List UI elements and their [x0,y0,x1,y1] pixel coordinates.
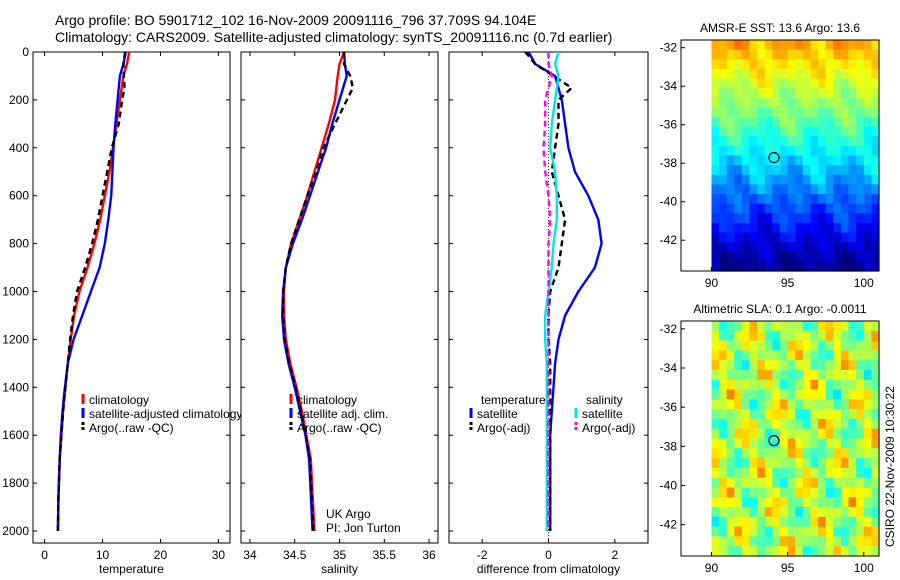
plot-frame [240,51,439,544]
y-tick-label: -40 [660,479,678,493]
legend-label: climatology [89,393,149,407]
x-tick-label: 100 [854,561,874,575]
x-axis-label: salinity [321,562,358,576]
legend-label: satellite [477,407,518,421]
y-tick-label: -38 [660,156,678,170]
legend-label: Argo(..raw -QC) [89,421,174,435]
profile-panel-2: 34 34.5 35 35.5 36 salinity climatologysatelli… [240,51,439,576]
x-tick-label: 100 [854,276,874,290]
y-tick-label: 1200 [2,332,29,346]
y-tick-label: -34 [660,361,678,375]
map-title: AMSR-E SST: 13.6 Argo: 13.6 [700,21,860,35]
map-frame [680,39,880,272]
x-tick-label: 95 [781,276,795,290]
x-tick-label: 0 [545,548,552,562]
y-tick-label: 200 [9,93,29,107]
legend-label: Argo(..raw -QC) [297,421,382,435]
x-tick-label: 95 [781,561,795,575]
argo-position-marker [768,435,780,447]
legend-label: satellite adj. clim. [297,407,388,421]
y-tick-label: -42 [660,518,678,532]
x-axis-label: temperature [99,562,164,576]
creation-stamp: CSIRO 22-Nov-2009 10:30:22 [883,386,897,547]
y-tick-label: -32 [660,322,678,336]
x-tick-label: 30 [212,548,226,562]
x-tick-label: -2 [477,548,488,562]
y-tick-label: -36 [660,400,678,414]
legend-label: satellite-adjusted climatology [89,407,242,421]
y-tick-label: 1800 [2,476,29,490]
map-panel-2: -32 -34 -36 -38 -40 -42 90 95 100 Altimetric SLA:… [660,302,880,575]
series-line-2 [524,51,573,531]
map-title: Altimetric SLA: 0.1 Argo: -0.0011 [693,302,867,316]
series-line-3 [56,51,127,532]
y-tick-label: 2000 [2,524,29,538]
y-tick-label: 1400 [2,380,29,394]
x-tick-label: 10 [96,548,110,562]
x-axis-label: difference from climatology [477,562,620,576]
x-tick-label: 20 [154,548,168,562]
legend-label: Argo(-adj) [582,421,635,435]
x-tick-label: 90 [705,276,719,290]
y-tick-label: 0 [22,45,29,59]
map-panel-1: -32 -34 -36 -38 -40 -42 90 95 100 AMSR-E SST: 13.… [660,21,880,290]
x-tick-label: 2 [611,548,618,562]
chart-title-line-2: Climatology: CARS2009. Satellite-adjuste… [55,29,613,45]
y-tick-label: -32 [660,41,678,55]
y-tick-label: -34 [660,79,678,93]
y-tick-label: -38 [660,439,678,453]
legend-heading: temperature [481,393,546,407]
legend-label: satellite [582,407,623,421]
legend-label: Argo(-adj) [477,421,530,435]
series-line-4 [542,52,553,531]
y-tick-label: 400 [9,141,29,155]
profile-panel-1: 0 200 400 600 800 1000 1200 1400 1600 1800 2000 0 10… [2,45,242,576]
map-field-cells [711,40,880,272]
x-tick-label: 35.5 [373,548,397,562]
y-tick-label: -36 [660,118,678,132]
series-line-1 [527,51,603,531]
map-frame [680,320,880,557]
chart-title-line-1: Argo profile: BO 5901712_102 16-Nov-2009… [55,12,537,28]
y-tick-label: 1600 [2,428,29,442]
y-tick-label: 600 [9,189,29,203]
x-tick-label: 34.5 [283,548,307,562]
legend-heading: salinity [586,393,623,407]
x-tick-label: 36 [422,548,436,562]
x-tick-label: 34 [243,548,257,562]
argo-position-marker [768,151,780,164]
x-tick-label: 90 [705,561,719,575]
legend-label: climatology [297,393,357,407]
y-tick-label: -42 [660,233,678,247]
attribution-line-2: PI: Jon Turton [326,521,401,535]
series-line-3 [281,52,355,532]
y-tick-label: 1000 [2,285,29,299]
series-line-3 [544,51,560,531]
attribution-line-1: UK Argo [326,507,371,521]
x-tick-label: 35 [333,548,347,562]
y-tick-label: 800 [9,237,29,251]
map-field-cells [711,321,880,557]
x-tick-label: 0 [41,548,48,562]
plot-frame [32,51,231,544]
y-tick-label: -40 [660,195,678,209]
